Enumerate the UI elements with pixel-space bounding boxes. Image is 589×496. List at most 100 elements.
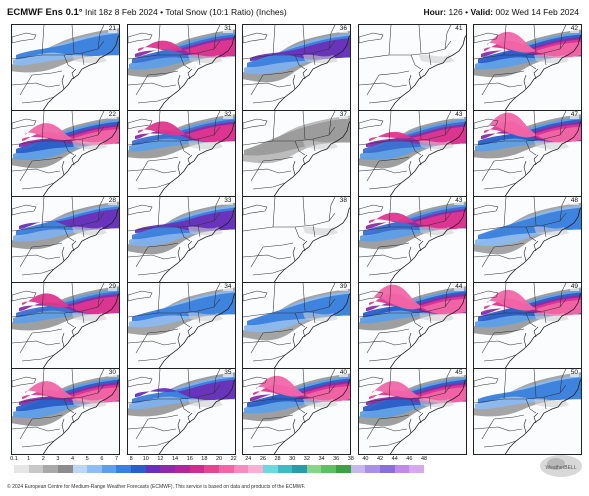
snow-swath	[487, 289, 581, 316]
legend-tick-label: 4	[71, 456, 75, 462]
ensemble-member-map: 47	[473, 110, 582, 197]
state-border	[81, 224, 85, 238]
light-snow-area	[534, 398, 569, 408]
lake-outline	[127, 118, 152, 130]
state-border	[272, 25, 276, 56]
state-border	[197, 310, 200, 324]
ensemble-member-map: 29	[11, 282, 120, 369]
state-border	[12, 126, 105, 146]
state-border	[12, 168, 61, 174]
lake-outline	[474, 32, 499, 44]
snow-swath	[134, 210, 235, 233]
state-border	[147, 156, 178, 162]
snow-swath	[244, 117, 350, 156]
state-border	[503, 369, 507, 400]
state-border	[503, 111, 507, 142]
legend-tick-label: 34	[318, 456, 325, 462]
state-border	[358, 340, 407, 346]
state-border	[12, 384, 105, 404]
state-border	[366, 160, 379, 182]
state-border	[559, 111, 567, 136]
lake-outline	[127, 376, 152, 388]
state-border	[197, 224, 200, 238]
state-border	[483, 268, 517, 276]
state-border	[474, 212, 567, 232]
state-border	[127, 212, 220, 232]
state-border	[31, 70, 63, 76]
state-border	[63, 312, 75, 328]
state-border	[559, 25, 567, 50]
snow-swath	[368, 211, 466, 230]
lake-outline	[12, 118, 37, 130]
state-border	[12, 340, 61, 346]
member-number: 29	[107, 283, 117, 291]
state-border	[312, 138, 316, 152]
state-border	[483, 354, 517, 362]
state-border	[250, 418, 264, 440]
legend-tick-label: 12	[157, 456, 164, 462]
member-number: 47	[569, 111, 579, 119]
state-border	[252, 354, 286, 362]
snow-swath	[371, 284, 466, 315]
light-snow-area	[534, 312, 569, 322]
legend-tick-label: 10	[142, 456, 149, 462]
state-border	[187, 369, 190, 398]
member-number: 38	[338, 197, 348, 205]
ensemble-member-map: 43	[357, 110, 467, 197]
member-number: 33	[223, 197, 233, 205]
state-border	[302, 369, 306, 398]
state-border	[559, 369, 567, 394]
member-number: 45	[454, 369, 464, 377]
legend-swatch	[175, 465, 190, 473]
legend-swatch	[336, 465, 351, 473]
legend-tick-label: 38	[347, 456, 354, 462]
state-border	[31, 242, 63, 248]
state-border	[213, 369, 220, 394]
state-border	[444, 369, 451, 394]
ensemble-member-map: 37	[242, 110, 351, 197]
ensemble-member-map: 49	[473, 282, 582, 369]
state-border	[21, 440, 55, 448]
state-border	[358, 426, 407, 432]
coastline	[504, 207, 581, 282]
state-border	[428, 224, 431, 238]
coastline	[158, 293, 235, 368]
state-border	[197, 138, 200, 152]
legend-swatch	[350, 465, 366, 473]
state-border	[197, 52, 200, 66]
state-border	[481, 418, 495, 440]
title: ECMWF Ens 0.1° Init 18z 8 Feb 2024 • Tot…	[7, 7, 287, 18]
legend-tick-label: 18	[201, 456, 208, 462]
state-border	[262, 328, 294, 334]
state-border	[328, 25, 336, 50]
legend-tick-label: 22	[230, 456, 237, 462]
bay-outline	[292, 240, 308, 262]
state-border	[559, 197, 567, 222]
state-border	[31, 156, 63, 162]
state-border	[250, 246, 264, 268]
bay-outline	[523, 68, 539, 90]
ensemble-member-map: 38	[242, 196, 351, 283]
light-snow-area	[187, 140, 223, 150]
coastline	[504, 293, 581, 368]
light-snow-area	[418, 312, 454, 322]
state-border	[243, 126, 336, 146]
snow-swath	[19, 208, 119, 230]
state-border	[272, 197, 276, 228]
legend-tick-label: 40	[362, 456, 369, 462]
coastline	[273, 35, 350, 110]
state-border	[63, 398, 75, 414]
state-border	[157, 25, 160, 56]
snow-swath	[487, 112, 581, 143]
coastline	[42, 121, 119, 196]
legend-tick-label: 7	[114, 456, 119, 462]
state-border	[81, 310, 85, 324]
lake-outline	[474, 376, 499, 388]
snow-swath	[137, 121, 235, 143]
snow-swath	[25, 381, 119, 404]
legend-tick-label: 36	[333, 456, 340, 462]
lake-outline	[358, 204, 383, 216]
state-border	[358, 168, 407, 174]
state-border	[444, 111, 451, 136]
state-border	[12, 82, 61, 88]
